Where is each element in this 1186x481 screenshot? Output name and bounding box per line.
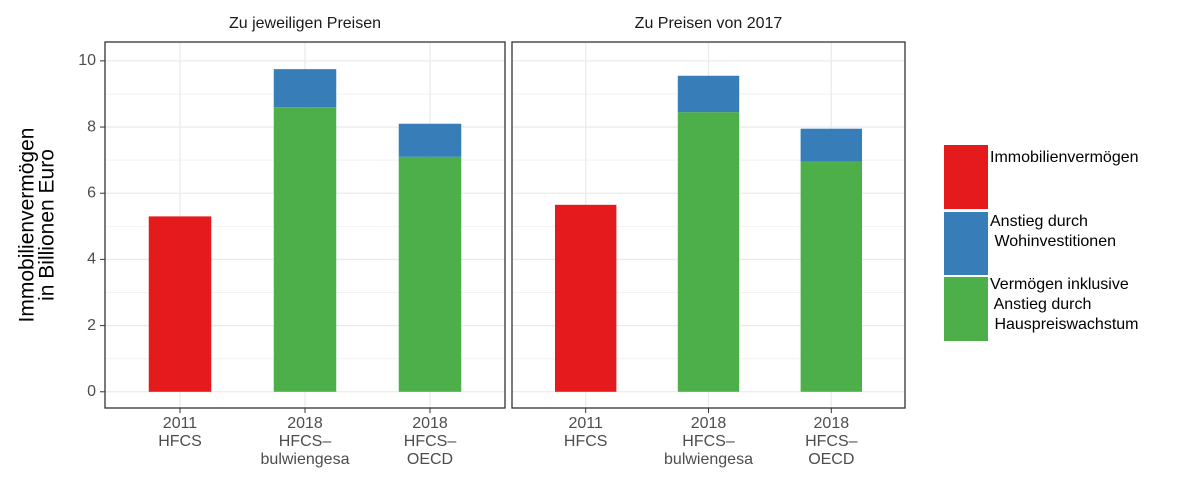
panel-border (511, 41, 906, 409)
x-tick-label: 2011 (568, 415, 603, 432)
y-tick-label: 2 (87, 317, 96, 334)
x-tick-label: HFCS– (279, 433, 332, 450)
x-tick-label: 2018 (287, 415, 323, 432)
legend-key (944, 277, 988, 341)
bar (677, 112, 740, 392)
bar (800, 161, 863, 392)
bar (273, 69, 337, 108)
x-tick-label: 2018 (814, 415, 850, 432)
x-tick-label: 2011 (163, 415, 198, 432)
legend-label: Vermögen inklusive Anstieg durch Hauspre… (990, 276, 1139, 333)
y-axis-title: in Billionen Euro (36, 149, 59, 301)
x-tick-label: HFCS– (805, 433, 858, 450)
y-tick-label: 6 (87, 184, 96, 201)
bar (398, 156, 462, 392)
x-tick-label: 2018 (412, 415, 448, 432)
x-tick-label: HFCS (564, 433, 608, 450)
x-tick-label: HFCS (158, 433, 202, 450)
bar (273, 107, 337, 392)
legend-label: Immobilienvermögen (990, 149, 1139, 166)
y-tick-label: 0 (87, 383, 96, 400)
y-axis-title: Immobilienvermögen (16, 128, 39, 323)
x-tick-label: bulwiengesa (261, 451, 350, 468)
x-tick-label: OECD (808, 451, 854, 468)
x-tick-label: HFCS– (404, 433, 457, 450)
y-tick-label: 10 (78, 52, 96, 69)
bar (554, 204, 617, 392)
bar (800, 128, 863, 162)
x-tick-label: 2018 (691, 415, 727, 432)
bar (148, 216, 212, 392)
bar (677, 75, 740, 113)
x-tick-label: OECD (407, 451, 453, 468)
legend-key (944, 145, 988, 209)
y-tick-label: 4 (87, 251, 96, 268)
y-tick-label: 8 (87, 118, 96, 135)
legend-label: Anstieg durch Wohinvestitionen (990, 213, 1116, 250)
legend-key (944, 212, 988, 275)
bar (398, 123, 462, 157)
panel-title: Zu Preisen von 2017 (635, 15, 783, 32)
x-tick-label: HFCS– (682, 433, 735, 450)
panel-border (104, 41, 506, 409)
x-tick-label: bulwiengesa (664, 451, 753, 468)
panel-title: Zu jeweiligen Preisen (229, 15, 381, 32)
